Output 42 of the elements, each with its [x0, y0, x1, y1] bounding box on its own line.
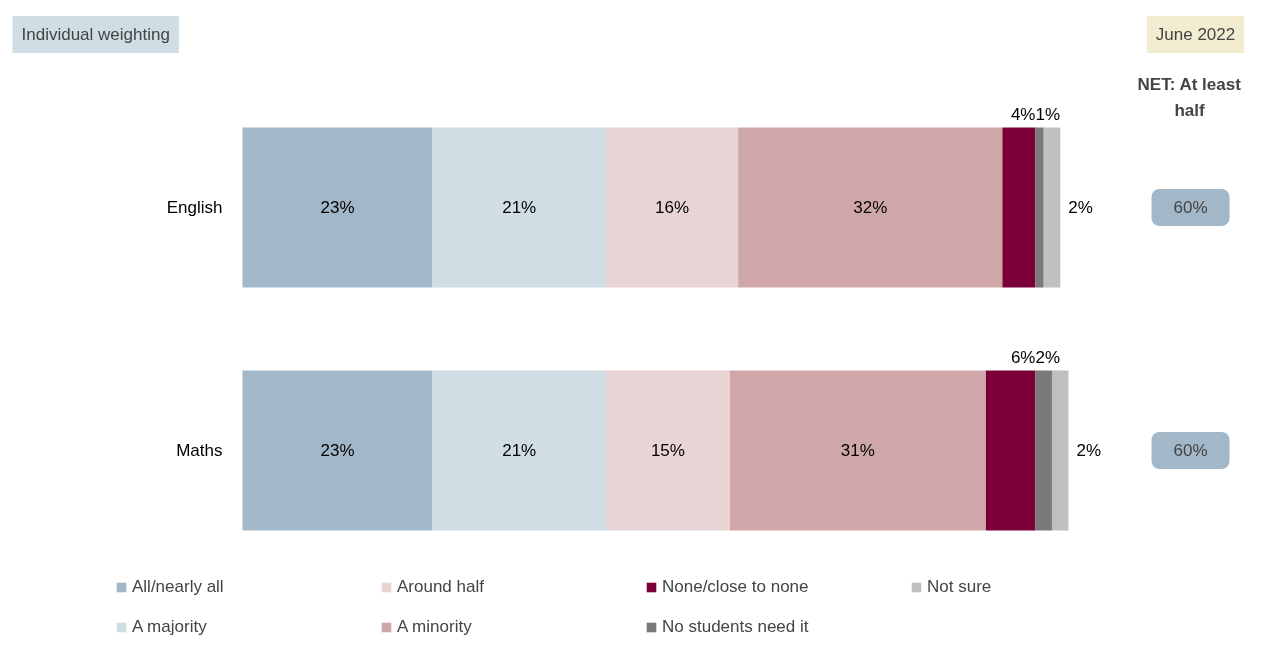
bar: [1035, 370, 1052, 531]
data-label: 21%: [502, 441, 537, 460]
data-label: 2%: [1035, 347, 1061, 367]
data-label: 21%: [502, 198, 537, 217]
legend-label: A majority: [132, 617, 208, 637]
data-label: 2%: [1068, 198, 1093, 217]
legend-label: Around half: [397, 577, 485, 597]
bar: [985, 370, 1036, 531]
text: 60%: [1173, 441, 1208, 460]
data-label: 23%: [320, 441, 355, 460]
y-tick-label: English: [166, 198, 223, 217]
bar: [432, 370, 606, 531]
bar: [1002, 127, 1036, 288]
legend-label: All/nearly all: [132, 577, 225, 597]
bar: [729, 370, 986, 531]
text: 60%: [1173, 198, 1208, 217]
bar: [605, 370, 730, 531]
bar: [1035, 127, 1044, 288]
data-label: 4%: [1010, 104, 1036, 124]
text: Individual weighting: [21, 25, 170, 44]
data-label: 31%: [840, 441, 875, 460]
legend-label: Not sure: [927, 577, 993, 597]
bar: [242, 370, 433, 531]
bar: [738, 127, 1003, 288]
bar: [1051, 370, 1069, 531]
legend-label: A minority: [397, 617, 473, 637]
data-label: 1%: [1035, 104, 1061, 124]
data-label: 2%: [1076, 441, 1102, 460]
data-label: 32%: [853, 198, 888, 217]
bar: [242, 127, 433, 288]
bar: [432, 127, 606, 288]
data-label: 23%: [320, 198, 355, 217]
text: June 2022: [1155, 25, 1236, 44]
bar: [1043, 127, 1061, 288]
text: NET: At least half: [1137, 75, 1242, 120]
data-label: 15%: [650, 441, 685, 460]
bar: [605, 127, 739, 288]
legend-label: None/close to none: [662, 577, 810, 597]
data-label: 6%: [1010, 347, 1036, 367]
data-label: 16%: [655, 198, 690, 217]
legend-label: No students need it: [662, 617, 810, 637]
y-tick-label: Maths: [176, 441, 223, 460]
